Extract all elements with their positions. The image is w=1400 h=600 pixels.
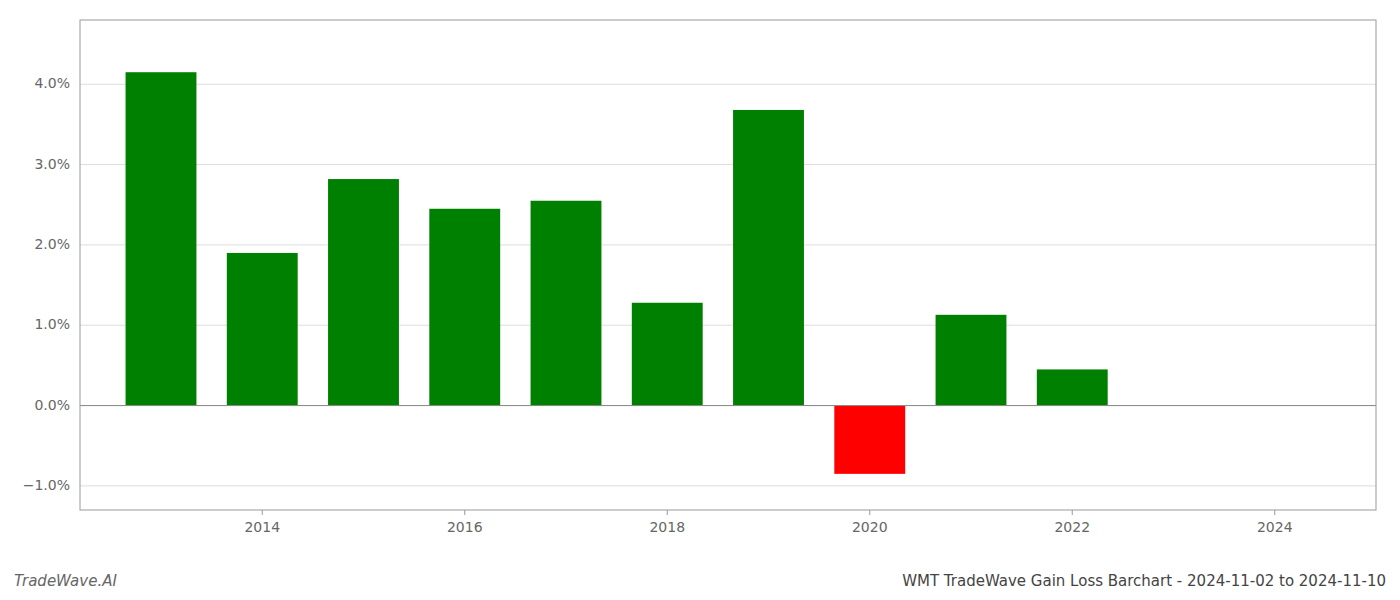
x-tick-mark: [869, 510, 870, 515]
y-grid-line: [80, 84, 1376, 85]
y-grid-line: [80, 485, 1376, 486]
axes: −1.0% 0.0% 1.0% 2.0% 3.0% 4.0% 2014 2016 2018 202…: [23, 75, 1293, 535]
x-tick-mark: [464, 510, 465, 515]
y-grid-line: [80, 164, 1376, 165]
y-tick-label: 1.0%: [34, 316, 70, 332]
bar: [531, 201, 602, 406]
bar: [126, 72, 197, 405]
bars: [126, 72, 1108, 474]
chart-svg: −1.0% 0.0% 1.0% 2.0% 3.0% 4.0% 2014 2016 2018 202…: [0, 0, 1400, 600]
bar: [328, 179, 399, 406]
bar: [1037, 369, 1108, 405]
x-tick-mark: [1274, 510, 1275, 515]
bar: [733, 110, 804, 406]
bar: [632, 303, 703, 406]
x-tick-label: 2018: [649, 519, 685, 535]
x-tick-label: 2014: [244, 519, 280, 535]
zero-line: [80, 405, 1376, 406]
y-grid-line: [80, 405, 1376, 406]
bar: [936, 315, 1007, 406]
x-tick-label: 2022: [1054, 519, 1090, 535]
bar: [429, 209, 500, 406]
x-tick-mark: [667, 510, 668, 515]
y-tick-label: 2.0%: [34, 236, 70, 252]
x-tick-mark: [262, 510, 263, 515]
y-tick-label: 3.0%: [34, 156, 70, 172]
chart-container: −1.0% 0.0% 1.0% 2.0% 3.0% 4.0% 2014 2016 2018 202…: [0, 0, 1400, 600]
x-tick-label: 2016: [447, 519, 483, 535]
y-tick-label: −1.0%: [23, 477, 70, 493]
grid: [80, 84, 1376, 486]
x-tick-label: 2024: [1257, 519, 1293, 535]
y-tick-label: 4.0%: [34, 75, 70, 91]
x-tick-mark: [1072, 510, 1073, 515]
bar: [227, 253, 298, 406]
y-tick-label: 0.0%: [34, 397, 70, 413]
chart-title: WMT TradeWave Gain Loss Barchart - 2024-…: [902, 572, 1386, 590]
x-tick-label: 2020: [852, 519, 888, 535]
plot-frame: [80, 20, 1376, 510]
watermark: TradeWave.AI: [14, 572, 117, 590]
bar: [834, 406, 905, 474]
y-grid-line: [80, 244, 1376, 245]
